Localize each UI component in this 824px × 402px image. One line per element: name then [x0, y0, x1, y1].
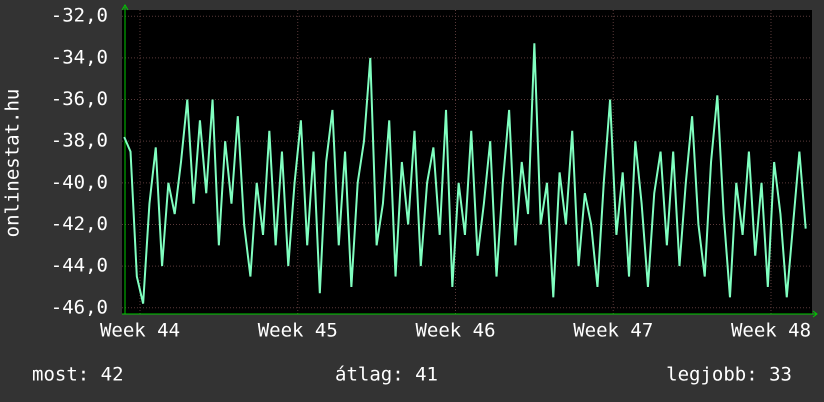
- y-tick-label: -40,0: [51, 171, 108, 193]
- y-axis-label: onlinestat.hu: [2, 89, 24, 238]
- stat-label: átlag: 41: [335, 364, 438, 386]
- x-tick-label: Week 47: [573, 320, 653, 342]
- y-tick-label: -38,0: [51, 130, 108, 152]
- y-tick-label: -42,0: [51, 213, 108, 235]
- stat-label: most: 42: [32, 364, 124, 386]
- y-tick-label: -44,0: [51, 255, 108, 277]
- y-tick-label: -36,0: [51, 88, 108, 110]
- data-line: [123, 43, 807, 304]
- y-tick-label: -46,0: [51, 296, 108, 318]
- axis-arrow: [122, 310, 818, 318]
- x-tick-label: Week 48: [731, 320, 811, 342]
- x-tick-label: Week 44: [100, 320, 180, 342]
- x-tick-label: Week 46: [415, 320, 495, 342]
- stat-label: legjobb: 33: [666, 364, 792, 386]
- plot-area: [122, 10, 812, 314]
- y-tick-label: -32,0: [51, 5, 108, 27]
- x-tick-label: Week 45: [258, 320, 338, 342]
- axis-arrow: [121, 4, 129, 314]
- y-tick-label: -34,0: [51, 46, 108, 68]
